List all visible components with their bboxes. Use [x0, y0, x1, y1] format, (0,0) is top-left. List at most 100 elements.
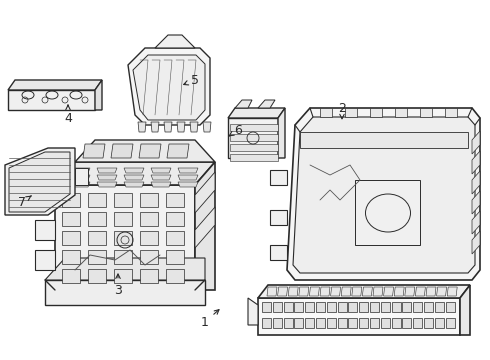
Polygon shape: [138, 122, 146, 132]
Polygon shape: [62, 269, 80, 283]
Polygon shape: [294, 302, 303, 312]
Polygon shape: [384, 287, 393, 296]
Polygon shape: [359, 318, 368, 328]
Polygon shape: [472, 171, 480, 194]
Polygon shape: [363, 287, 372, 296]
Polygon shape: [166, 212, 184, 226]
Polygon shape: [402, 318, 412, 328]
Polygon shape: [114, 193, 132, 207]
Polygon shape: [381, 318, 390, 328]
Polygon shape: [8, 80, 102, 90]
Polygon shape: [155, 35, 195, 48]
Polygon shape: [128, 48, 210, 125]
Polygon shape: [370, 318, 379, 328]
Polygon shape: [270, 170, 287, 185]
Polygon shape: [284, 318, 293, 328]
Polygon shape: [203, 122, 211, 132]
Polygon shape: [45, 258, 205, 280]
Polygon shape: [338, 302, 346, 312]
Polygon shape: [447, 287, 457, 296]
Polygon shape: [140, 193, 158, 207]
Text: 2: 2: [338, 102, 346, 119]
Polygon shape: [320, 287, 330, 296]
Polygon shape: [166, 250, 184, 264]
Polygon shape: [97, 168, 117, 173]
Polygon shape: [190, 122, 198, 132]
Polygon shape: [370, 108, 382, 117]
Polygon shape: [75, 168, 88, 185]
Polygon shape: [140, 212, 158, 226]
Polygon shape: [284, 302, 293, 312]
Polygon shape: [248, 298, 258, 325]
Polygon shape: [228, 118, 278, 158]
Polygon shape: [413, 302, 422, 312]
Polygon shape: [114, 269, 132, 283]
Polygon shape: [177, 122, 185, 132]
Polygon shape: [230, 154, 278, 161]
Text: 5: 5: [184, 73, 199, 86]
Polygon shape: [262, 302, 271, 312]
Polygon shape: [437, 287, 446, 296]
Polygon shape: [359, 302, 368, 312]
Polygon shape: [151, 168, 171, 173]
Polygon shape: [45, 280, 205, 305]
Polygon shape: [370, 302, 379, 312]
Polygon shape: [316, 318, 325, 328]
Polygon shape: [355, 180, 420, 245]
Polygon shape: [151, 182, 171, 187]
Polygon shape: [70, 182, 90, 187]
Polygon shape: [124, 168, 144, 173]
Polygon shape: [88, 269, 106, 283]
Polygon shape: [293, 117, 475, 273]
Polygon shape: [435, 318, 444, 328]
Polygon shape: [270, 210, 287, 225]
Polygon shape: [258, 285, 470, 298]
Polygon shape: [405, 287, 415, 296]
Text: 1: 1: [201, 310, 219, 328]
Polygon shape: [258, 100, 275, 108]
Polygon shape: [258, 298, 460, 335]
Polygon shape: [273, 318, 282, 328]
Polygon shape: [435, 302, 444, 312]
Polygon shape: [88, 250, 106, 264]
Polygon shape: [195, 162, 215, 290]
Text: 4: 4: [64, 105, 72, 125]
Polygon shape: [392, 318, 401, 328]
Polygon shape: [424, 302, 433, 312]
Polygon shape: [124, 175, 144, 180]
Polygon shape: [348, 302, 357, 312]
Polygon shape: [151, 175, 171, 180]
Polygon shape: [262, 318, 271, 328]
Polygon shape: [445, 302, 455, 312]
Polygon shape: [151, 122, 159, 132]
Polygon shape: [62, 193, 80, 207]
Polygon shape: [97, 182, 117, 187]
Polygon shape: [97, 175, 117, 180]
Polygon shape: [267, 287, 277, 296]
Polygon shape: [420, 108, 432, 117]
Polygon shape: [327, 318, 336, 328]
Polygon shape: [133, 55, 205, 120]
Polygon shape: [472, 231, 480, 254]
Polygon shape: [288, 287, 298, 296]
Polygon shape: [111, 144, 133, 158]
Polygon shape: [373, 287, 383, 296]
Polygon shape: [70, 175, 90, 180]
Polygon shape: [331, 287, 341, 296]
Polygon shape: [140, 269, 158, 283]
Polygon shape: [426, 287, 436, 296]
Polygon shape: [140, 250, 158, 264]
Polygon shape: [394, 287, 404, 296]
Polygon shape: [114, 212, 132, 226]
Polygon shape: [348, 318, 357, 328]
Polygon shape: [345, 108, 357, 117]
Polygon shape: [35, 220, 55, 240]
Polygon shape: [278, 287, 288, 296]
Polygon shape: [124, 182, 144, 187]
Polygon shape: [62, 212, 80, 226]
Polygon shape: [8, 90, 95, 110]
Polygon shape: [445, 108, 457, 117]
Polygon shape: [88, 231, 106, 245]
Polygon shape: [88, 193, 106, 207]
Polygon shape: [392, 302, 401, 312]
